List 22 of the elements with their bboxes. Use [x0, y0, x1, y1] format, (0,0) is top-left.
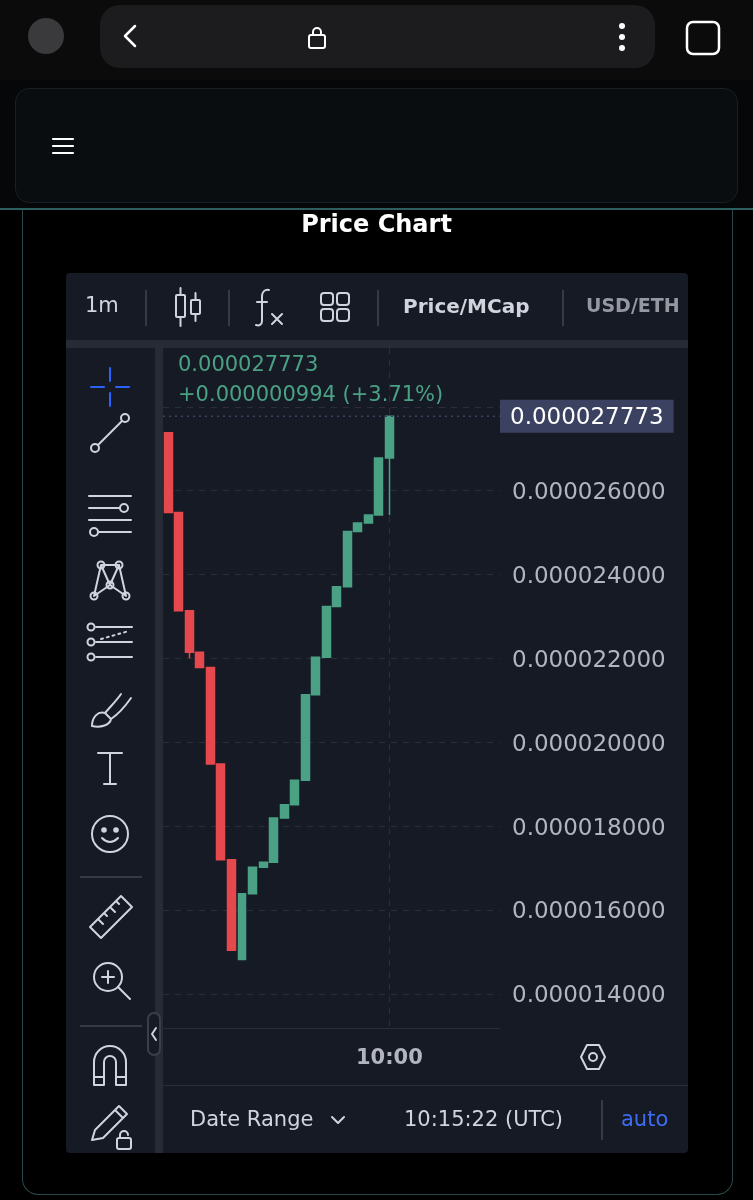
candlestick [384, 415, 395, 516]
chart-title: Price Chart [300, 209, 453, 240]
y-tick-label: 0.000016000 [512, 897, 666, 924]
text: auto [621, 1107, 669, 1133]
candlestick [226, 858, 237, 952]
y-tick-label: 0.000022000 [512, 645, 666, 672]
text: USD/ETH [586, 294, 680, 317]
candlestick [247, 866, 258, 895]
y-tick-label: 0.000026000 [512, 477, 666, 504]
ref-line-label: 0.000027773 [510, 403, 664, 430]
y-tick-label: 0.000020000 [512, 729, 666, 756]
text: Price/MCap [403, 294, 530, 318]
text: 1m [85, 293, 119, 319]
text: Date Range [190, 1107, 314, 1133]
x-tick-label: 10:00 [355, 1044, 423, 1069]
y-tick-label: 0.000024000 [512, 561, 666, 588]
annotation: +0.000000994 (+3.71%) [178, 382, 444, 408]
y-tick-label: 0.000018000 [512, 813, 666, 840]
y-tick-label: 0.000014000 [512, 981, 666, 1008]
candlestick [237, 892, 247, 961]
text: 10:15:22 (UTC) [404, 1107, 564, 1133]
annotation: 0.000027773 [178, 352, 319, 378]
